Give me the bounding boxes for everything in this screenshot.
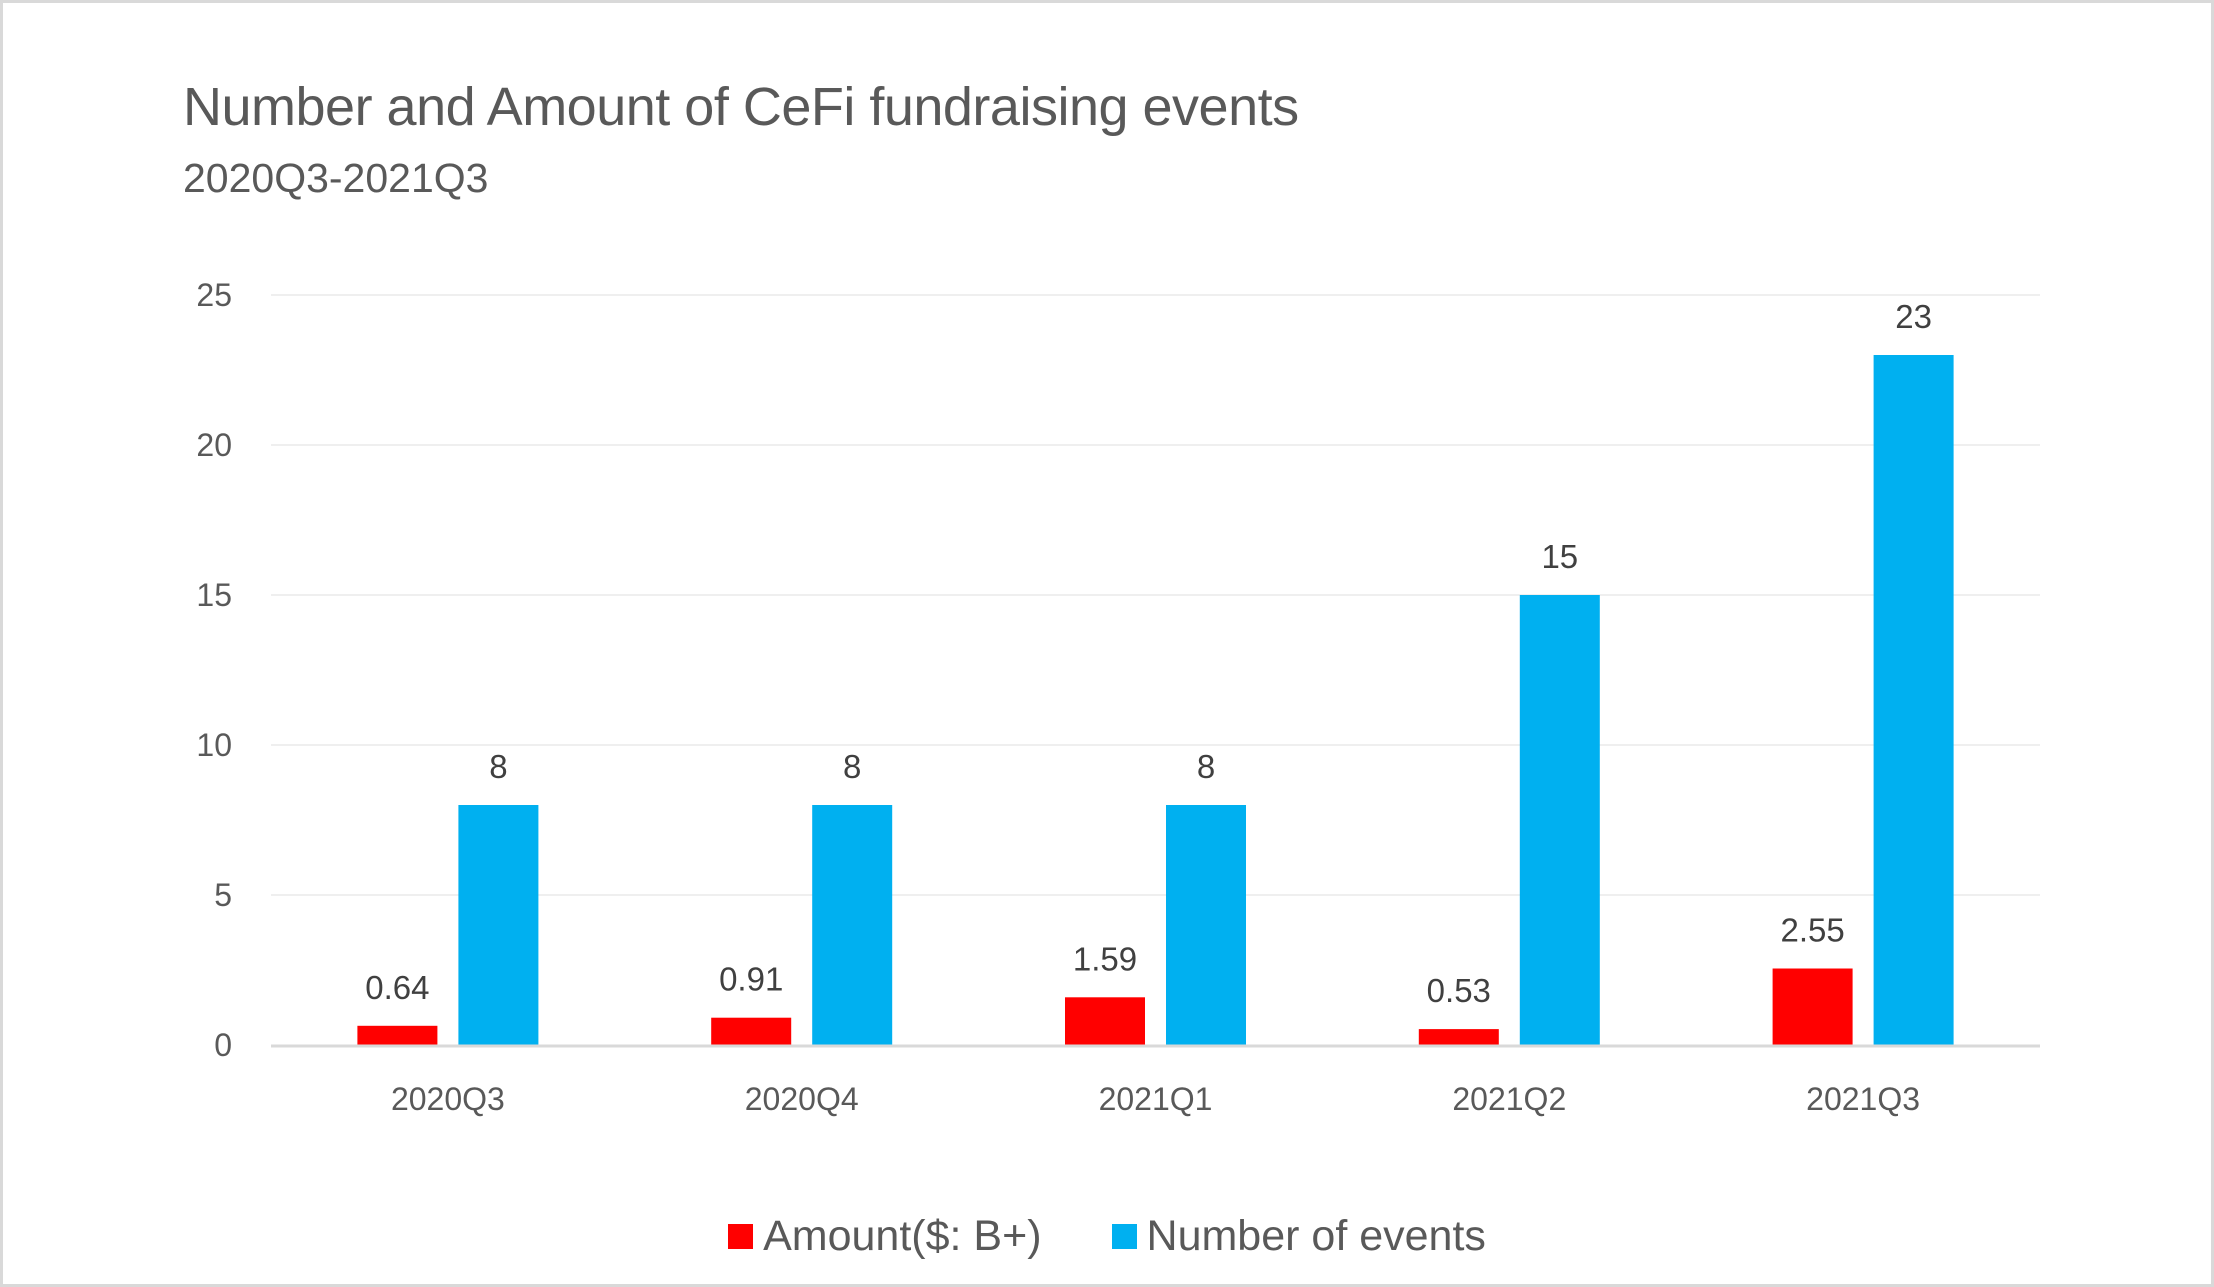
x-tick-label: 2021Q3 — [1806, 1081, 1920, 1117]
y-tick-label: 10 — [196, 727, 232, 763]
data-label-amount: 0.64 — [365, 969, 429, 1006]
legend-label-amount: Amount($: B+) — [763, 1212, 1042, 1260]
bar-amount — [711, 1017, 792, 1045]
bar-amount — [357, 1025, 438, 1045]
data-label-amount: 0.53 — [1427, 972, 1491, 1009]
bar-amount — [1772, 968, 1853, 1045]
bar-events — [458, 805, 539, 1045]
legend-swatch-events — [1111, 1224, 1137, 1249]
bar-events — [1519, 595, 1600, 1045]
y-tick-label: 25 — [196, 277, 232, 313]
legend-label-events: Number of events — [1146, 1212, 1486, 1260]
data-label-amount: 1.59 — [1073, 940, 1137, 977]
data-label-events: 15 — [1541, 538, 1578, 575]
y-tick-label: 0 — [214, 1027, 232, 1063]
legend-swatch-amount — [728, 1224, 754, 1249]
y-tick-label: 5 — [214, 877, 232, 913]
x-tick-label: 2020Q4 — [745, 1081, 859, 1117]
chart-subtitle: 2020Q3-2021Q3 — [183, 155, 489, 201]
bar-amount — [1065, 997, 1145, 1045]
bar-events — [812, 805, 893, 1045]
x-tick-label: 2020Q3 — [391, 1081, 505, 1117]
y-tick-label: 15 — [196, 577, 232, 613]
data-label-events: 23 — [1895, 298, 1932, 335]
x-tick-label: 2021Q1 — [1099, 1081, 1213, 1117]
bar-amount — [1418, 1029, 1499, 1045]
data-label-amount: 0.91 — [719, 961, 783, 998]
legend: Amount($: B+) Number of events — [0, 1212, 2214, 1261]
legend-item-amount: Amount($: B+) — [728, 1212, 1042, 1261]
legend-item-events: Number of events — [1111, 1212, 1486, 1261]
data-label-events: 8 — [843, 748, 861, 785]
y-tick-label: 20 — [196, 427, 232, 463]
data-label-events: 8 — [489, 748, 507, 785]
data-label-amount: 2.55 — [1780, 912, 1844, 949]
bar-events — [1166, 805, 1246, 1045]
x-tick-label: 2021Q2 — [1452, 1081, 1566, 1117]
data-label-events: 8 — [1197, 748, 1215, 785]
chart-title: Number and Amount of CeFi fundraising ev… — [183, 77, 1299, 137]
bar-events — [1873, 355, 1954, 1045]
